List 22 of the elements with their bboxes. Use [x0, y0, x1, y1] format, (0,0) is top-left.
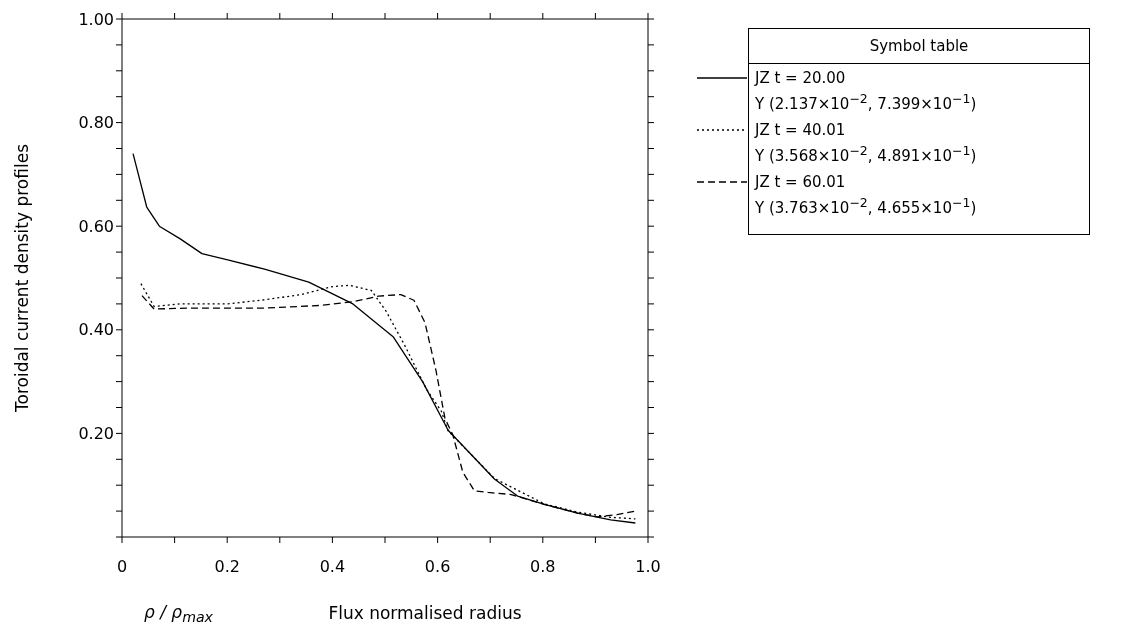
x-tick-label: 0 [116, 557, 128, 577]
x-axis-title: Flux normalised radius [328, 603, 522, 623]
y-tick-label: 1.00 [78, 9, 114, 29]
y-tick-label: 0.20 [78, 424, 114, 444]
y-tick-label: 0.80 [78, 113, 114, 133]
legend-title: Symbol table [749, 29, 1089, 64]
text: Y (3.568×10$^{−2}$, 4.891×10$^{−1}$) [755, 143, 977, 165]
legend-label: JZ t = 60.01 [755, 172, 847, 192]
x-tick-label: 0.4 [319, 557, 346, 577]
x-tick-label: 0.8 [530, 557, 556, 577]
y-tick-label: 0.40 [78, 320, 114, 340]
line-series [132, 153, 637, 524]
x-tick-label: 0.2 [214, 557, 240, 577]
x-tick-label: 1.0 [635, 557, 661, 577]
text: ρ / ρ$_{max}$ [144, 602, 213, 626]
y-tick-label: 0.60 [78, 216, 114, 236]
legend-label: JZ t = 20.00 [755, 68, 847, 88]
y-axis-title: Toroidal current density profiles [12, 143, 33, 413]
text: Y (2.137×10$^{−2}$, 7.399×10$^{−1}$) [755, 91, 977, 113]
text: Y (3.763×10$^{−2}$, 4.655×10$^{−1}$) [755, 195, 977, 217]
x-tick-label: 0.6 [424, 557, 451, 577]
legend-label: JZ t = 40.01 [755, 120, 847, 140]
